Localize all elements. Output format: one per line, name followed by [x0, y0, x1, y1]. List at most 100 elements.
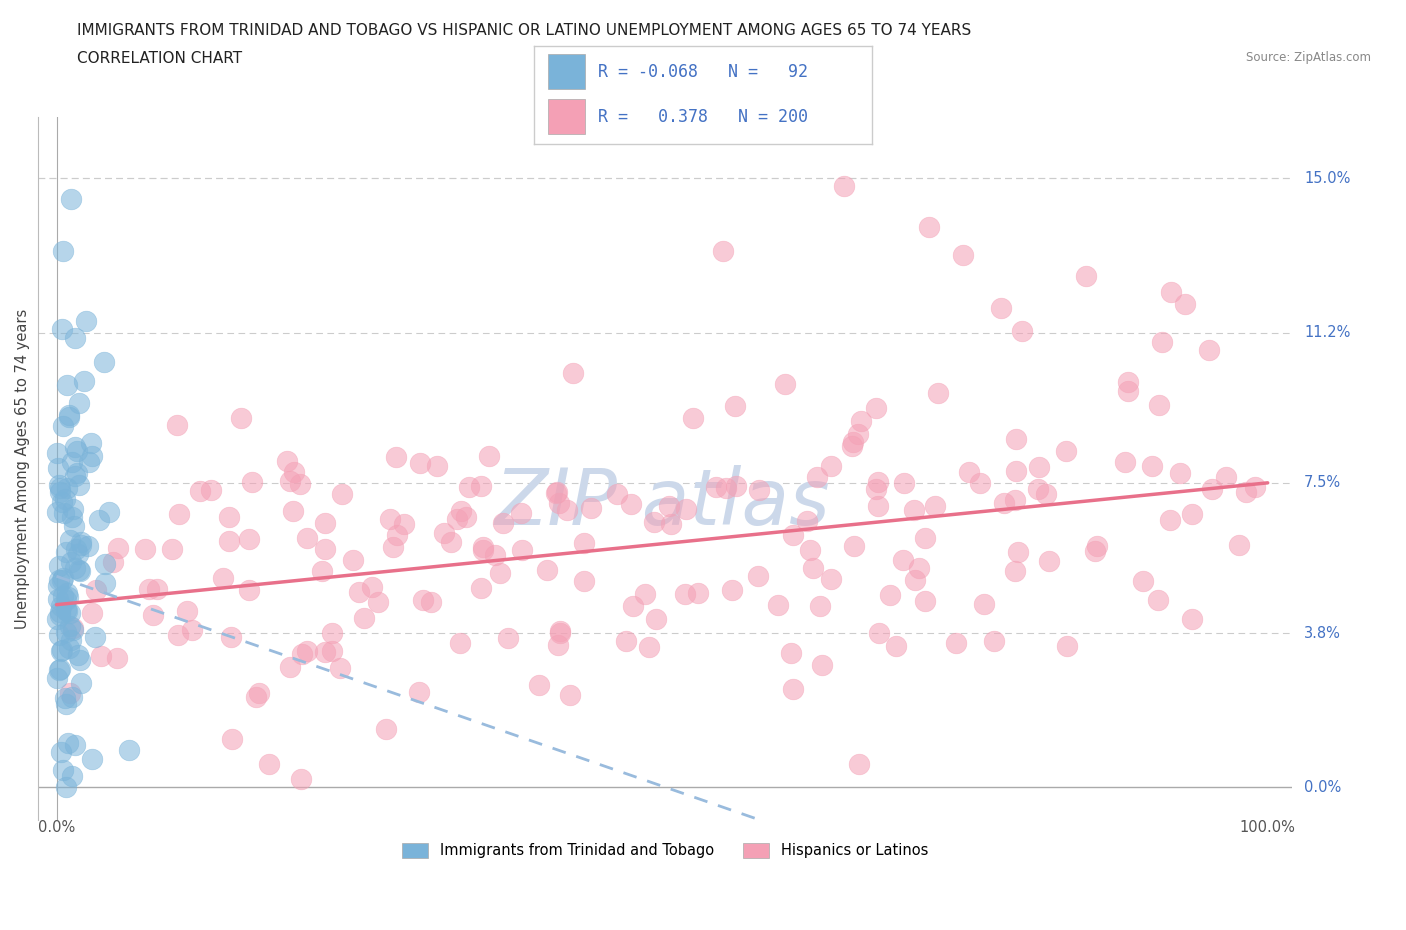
Point: [51, 572, 73, 587]
Point: [45, 612, 67, 627]
Point: [276, 453, 298, 468]
Point: [1149, 398, 1171, 413]
Point: [547, 637, 569, 652]
Point: [59, 618, 82, 633]
Point: [45, 445, 67, 460]
Point: [1168, 465, 1191, 480]
Point: [675, 587, 697, 602]
Point: [188, 484, 211, 498]
Point: [498, 631, 520, 645]
Point: [221, 630, 243, 644]
Point: [470, 478, 492, 493]
Point: [63, 331, 86, 346]
Point: [471, 539, 494, 554]
Point: [1201, 482, 1223, 497]
Point: [48, 662, 70, 677]
Point: [686, 586, 709, 601]
Point: [107, 540, 129, 555]
Point: [77, 539, 100, 554]
Point: [716, 481, 738, 496]
Point: [212, 570, 235, 585]
Point: [572, 535, 595, 550]
Point: [848, 756, 870, 771]
Point: [392, 516, 415, 531]
Point: [555, 502, 578, 517]
Point: [801, 560, 824, 575]
Point: [70, 676, 93, 691]
Point: [82, 605, 104, 620]
Point: [55, 544, 77, 559]
Point: [67, 395, 90, 410]
Point: [56, 736, 79, 751]
Point: [806, 470, 828, 485]
Point: [67, 563, 90, 578]
Point: [330, 486, 353, 501]
Point: [621, 599, 644, 614]
Point: [56, 589, 79, 604]
Point: [60, 191, 83, 206]
Point: [433, 525, 456, 540]
Point: [865, 401, 887, 416]
Point: [62, 622, 84, 637]
Point: [297, 531, 319, 546]
Point: [60, 455, 83, 470]
Point: [176, 604, 198, 618]
Point: [385, 450, 408, 465]
Point: [546, 485, 568, 499]
Point: [347, 585, 370, 600]
Point: [868, 475, 890, 490]
Point: [55, 625, 77, 640]
Point: [51, 322, 73, 337]
Point: [1244, 479, 1267, 494]
Point: [993, 495, 1015, 510]
Point: [321, 644, 343, 658]
Point: [842, 538, 865, 553]
Point: [891, 552, 914, 567]
Point: [606, 486, 628, 501]
Point: [134, 542, 156, 557]
Point: [167, 507, 190, 522]
Point: [49, 485, 72, 499]
Point: [510, 543, 533, 558]
Point: [908, 561, 931, 576]
Point: [48, 559, 70, 574]
Point: [283, 465, 305, 480]
Point: [945, 635, 967, 650]
Point: [166, 418, 188, 432]
Point: [221, 732, 243, 747]
Point: [374, 722, 396, 737]
Point: [704, 480, 727, 495]
Point: [69, 535, 91, 550]
Point: [48, 591, 70, 606]
Point: [257, 757, 280, 772]
Point: [367, 594, 389, 609]
Point: [620, 497, 643, 512]
Point: [52, 505, 75, 520]
Point: [1056, 444, 1078, 458]
Point: [1004, 464, 1026, 479]
Point: [55, 481, 77, 496]
Point: [893, 476, 915, 491]
Point: [454, 510, 477, 525]
Point: [98, 505, 121, 520]
Point: [846, 427, 869, 442]
Point: [868, 498, 890, 513]
Point: [63, 518, 86, 533]
Point: [634, 587, 657, 602]
Point: [748, 483, 770, 498]
Point: [60, 632, 83, 647]
Point: [381, 539, 404, 554]
Point: [52, 418, 75, 433]
Point: [446, 512, 468, 526]
Point: [1038, 554, 1060, 569]
Point: [45, 671, 67, 685]
Point: [385, 527, 408, 542]
Point: [59, 533, 82, 548]
Point: [93, 354, 115, 369]
Point: [658, 498, 681, 513]
Point: [1085, 538, 1108, 553]
Point: [638, 639, 661, 654]
Point: [1174, 297, 1197, 312]
Point: [238, 532, 260, 547]
Point: [868, 626, 890, 641]
